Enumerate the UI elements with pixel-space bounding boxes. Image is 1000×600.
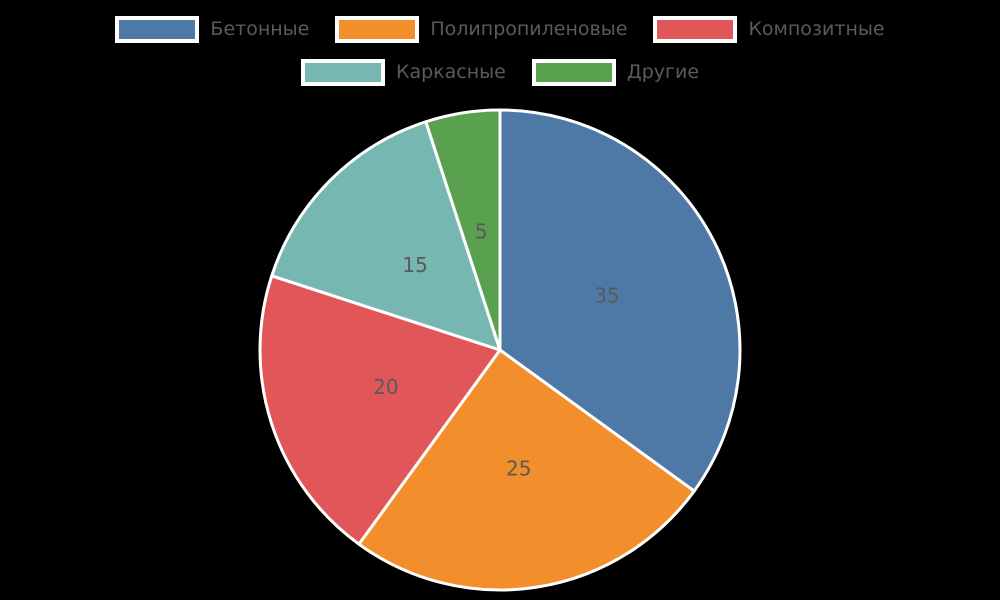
legend-label-2: Полипропиленовые — [430, 18, 628, 40]
legend-swatch-5 — [531, 59, 616, 86]
legend-swatch-3 — [653, 16, 738, 43]
legend-label-3: Композитные — [748, 18, 885, 40]
pie-slice-2 — [357, 348, 696, 592]
pie-slice-3 — [258, 274, 502, 546]
pie-value-label-3: 20 — [373, 375, 398, 399]
legend-row-1: Бетонные Полипропиленовые Композитные — [115, 16, 885, 43]
legend-row-2: Каркасные Другие — [300, 59, 700, 86]
pie-value-label-1: 35 — [594, 284, 619, 308]
legend-swatch-1 — [115, 16, 200, 43]
pie-slice-1 — [498, 108, 742, 493]
pie-value-label-2: 25 — [506, 457, 531, 481]
legend-item-2: Полипропиленовые — [335, 16, 627, 43]
legend-label-4: Каркасные — [395, 61, 506, 83]
legend-item-5: Другие — [531, 59, 700, 86]
legend-item-1: Бетонные — [115, 16, 309, 43]
legend-item-3: Композитные — [653, 16, 885, 43]
legend-swatch-4 — [300, 59, 385, 86]
pie-value-label-5: 5 — [475, 219, 488, 243]
legend-item-4: Каркасные — [300, 59, 506, 86]
legend-swatch-2 — [335, 16, 420, 43]
legend-label-5: Другие — [626, 61, 700, 83]
chart-legend: Бетонные Полипропиленовые Композитные Ка… — [0, 16, 1000, 86]
legend-label-1: Бетонные — [210, 18, 310, 40]
pie-value-label-4: 15 — [402, 253, 427, 277]
pie-slice-5 — [424, 108, 502, 352]
